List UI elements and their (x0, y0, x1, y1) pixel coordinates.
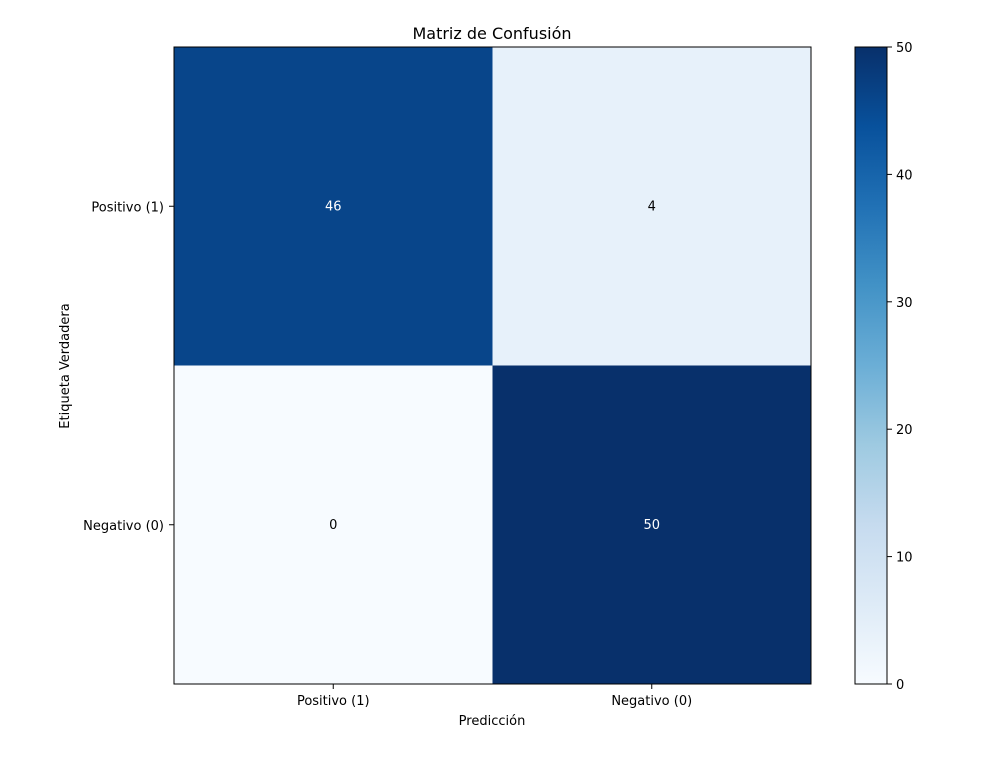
heatmap-cell-value: 50 (643, 518, 660, 533)
chart-title: Matriz de Confusión (412, 24, 571, 43)
x-tick-label: Negativo (0) (611, 694, 692, 709)
plot-frame (173, 46, 812, 685)
heatmap-cell-value: 4 (648, 199, 656, 214)
colorbar-tick-label: 0 (896, 678, 904, 693)
colorbar-tick-label: 20 (896, 423, 913, 438)
colorbar-tick-label: 50 (896, 41, 913, 56)
y-axis-ticks: Positivo (1) Negativo (0) (83, 200, 174, 534)
y-tick-label: Positivo (1) (91, 200, 164, 215)
colorbar (854, 46, 888, 685)
heatmap-cell-value: 46 (325, 199, 342, 214)
heatmap-cell (174, 47, 493, 366)
heatmap-cell (492, 365, 811, 684)
colorbar-tick-label: 10 (896, 551, 913, 566)
x-tick-label: Positivo (1) (297, 694, 370, 709)
heatmap-cell (492, 47, 811, 366)
x-axis-ticks: Positivo (1) Negativo (0) (297, 684, 692, 709)
x-axis-label: Predicción (459, 714, 526, 729)
heatmap-cell (174, 365, 493, 684)
y-axis-label: Etiqueta Verdadera (58, 303, 73, 428)
heatmap-cells (174, 47, 811, 684)
heatmap-cell-value: 0 (329, 518, 337, 533)
colorbar-tick-label: 40 (896, 168, 913, 183)
colorbar-ticks: 0 10 20 30 40 50 (887, 41, 913, 693)
heatmap-cell-labels: 46 4 0 50 (325, 199, 660, 533)
y-tick-label: Negativo (0) (83, 519, 164, 534)
colorbar-tick-label: 30 (896, 296, 913, 311)
